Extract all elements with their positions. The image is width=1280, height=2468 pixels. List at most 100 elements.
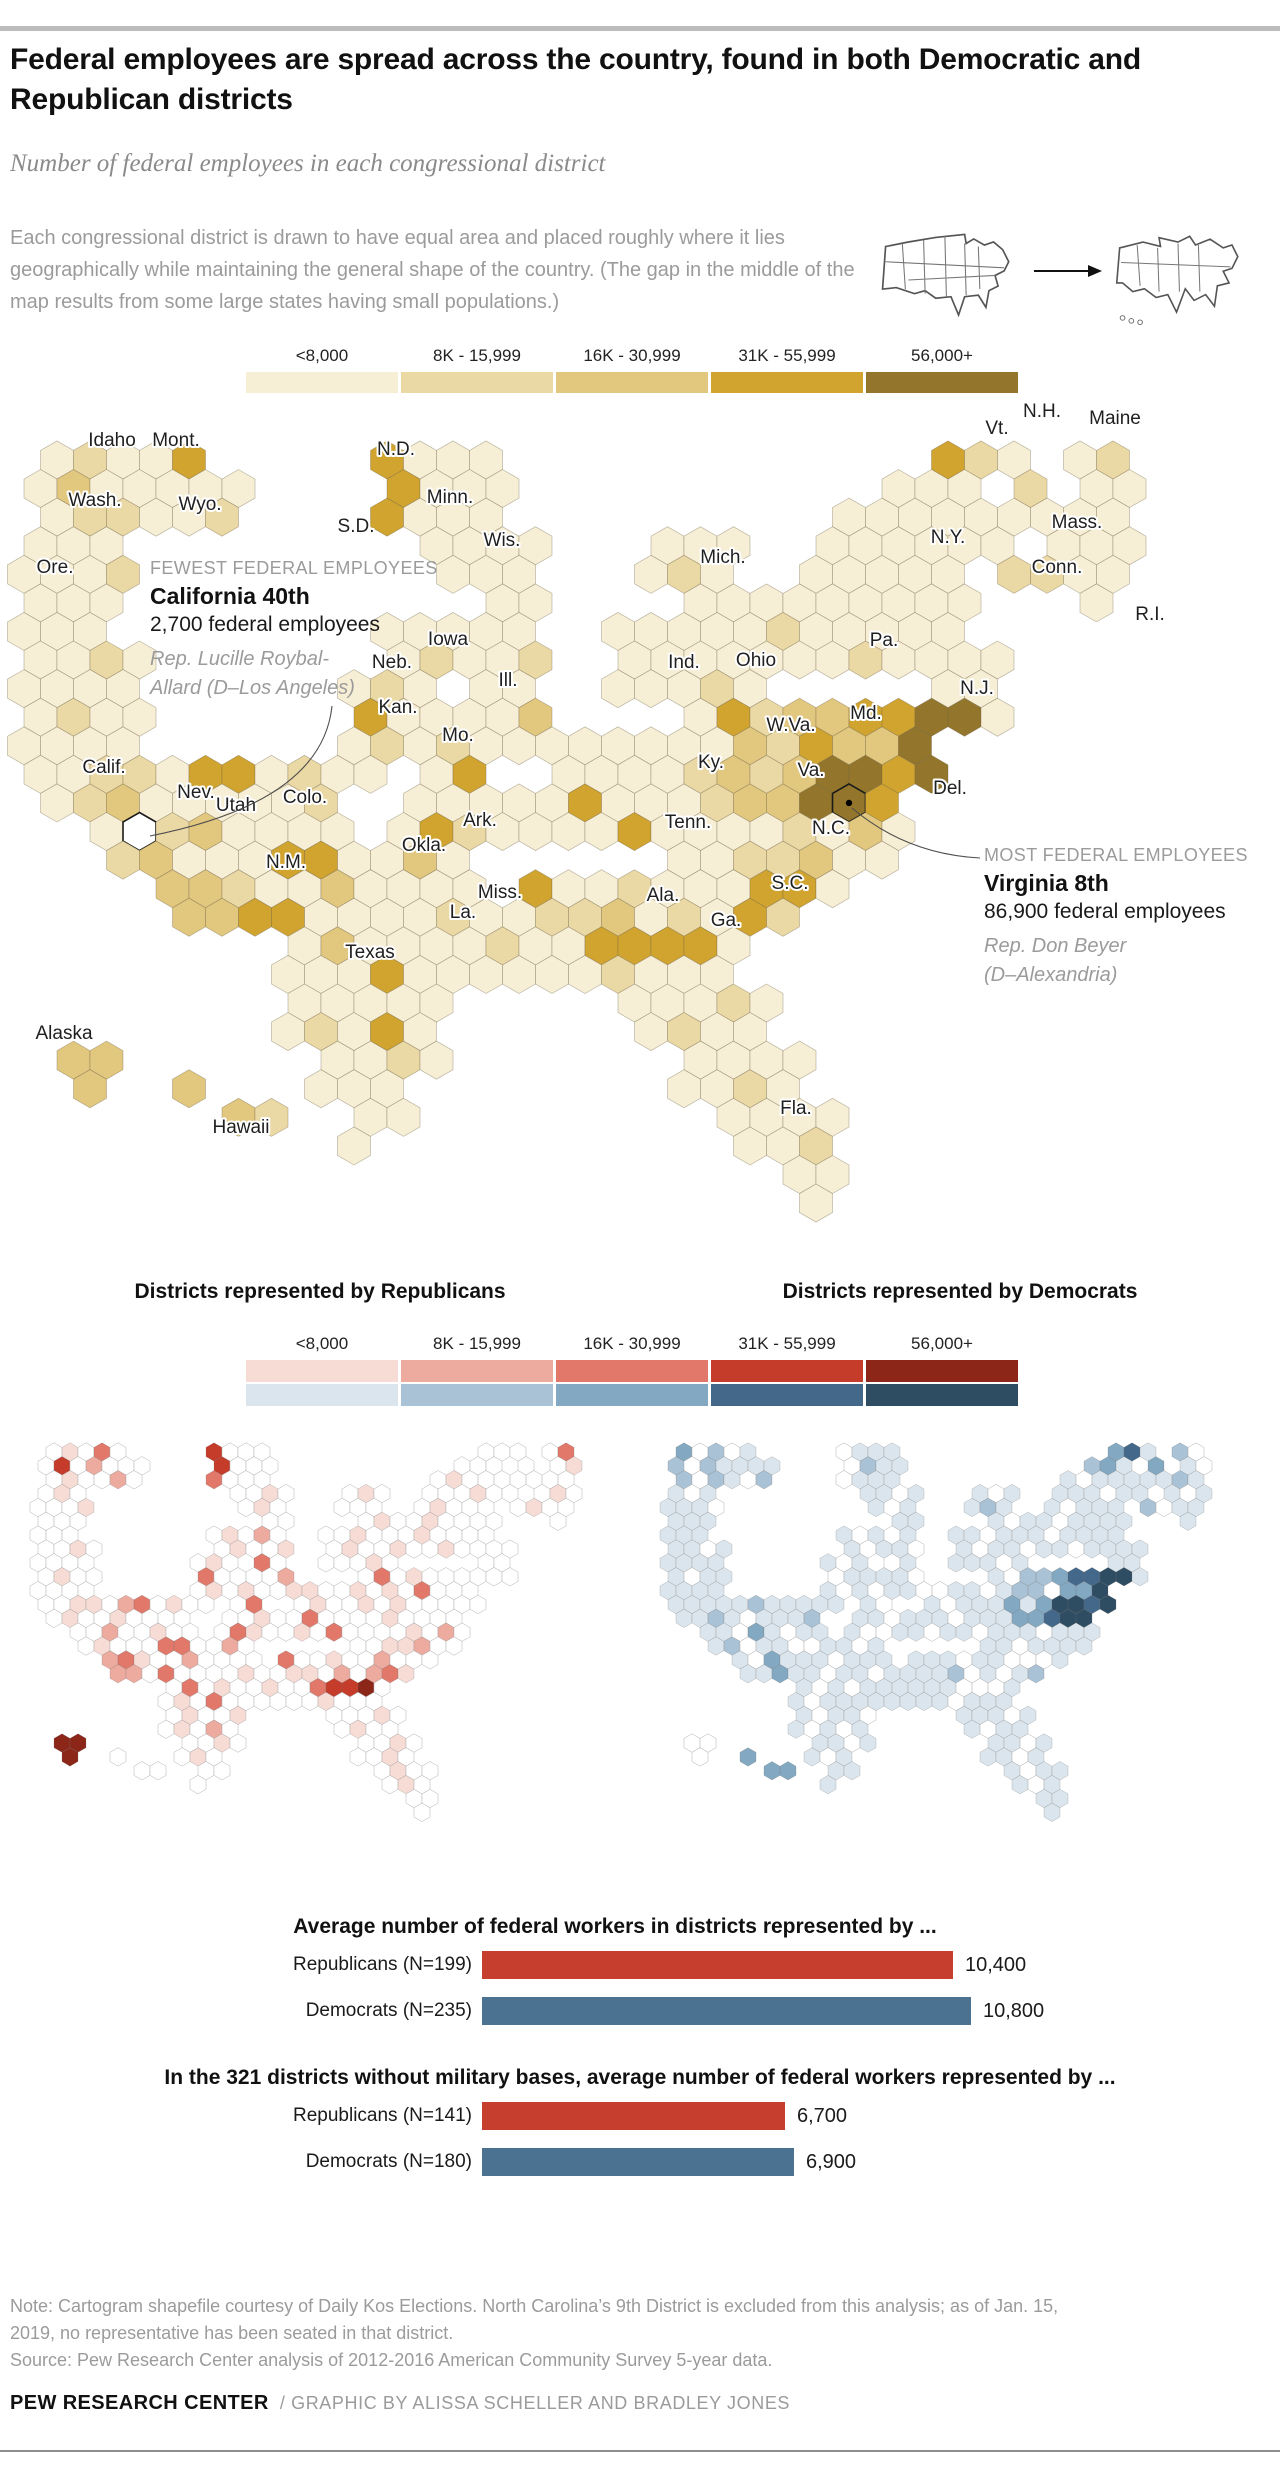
district-hex: [101, 1622, 119, 1642]
district-hex: [1019, 1594, 1037, 1614]
district-hex: [851, 1608, 869, 1628]
district-hex: [485, 1511, 503, 1531]
district-hex: [386, 469, 421, 509]
district-hex: [551, 754, 586, 794]
district-hex: [899, 1497, 917, 1517]
district-hex: [557, 1497, 575, 1517]
district-hex: [931, 1581, 949, 1601]
district-hex: [173, 1719, 191, 1739]
district-hex: [7, 726, 41, 766]
district-hex: [835, 1747, 853, 1767]
district-hex: [109, 1664, 127, 1684]
district-hex: [1179, 1511, 1197, 1531]
district-hex: [979, 1581, 997, 1601]
district-hex: [365, 1691, 383, 1711]
most-leader-line: [851, 807, 981, 859]
legend-swatch: [401, 372, 553, 393]
district-hex: [782, 1097, 817, 1137]
district-hex: [325, 1678, 343, 1698]
state-label: Calif.: [82, 757, 125, 778]
state-label: Ky.: [698, 752, 724, 773]
district-hex: [61, 1581, 79, 1601]
state-label: Wyo.: [178, 494, 221, 515]
district-hex: [45, 1442, 63, 1462]
district-hex: [987, 1484, 1005, 1504]
district-hex: [197, 1650, 215, 1670]
state-label: Maine: [1089, 408, 1141, 429]
district-hex: [634, 1012, 668, 1052]
district-hex: [795, 1705, 813, 1725]
district-hex: [320, 812, 355, 852]
district-hex: [1075, 1497, 1093, 1517]
district-hex: [1107, 1442, 1125, 1462]
district-hex: [181, 1622, 199, 1642]
bar-chart-2: Republicans (N=141) 6,700 Democrats (N=180…: [10, 2101, 1270, 2193]
state-label: N.M.: [266, 852, 306, 873]
district-hex: [389, 1650, 407, 1670]
state-label: Tenn.: [665, 812, 711, 833]
district-hex: [964, 669, 998, 709]
district-hex: [815, 697, 850, 737]
district-hex: [213, 1539, 231, 1559]
district-hex: [899, 1525, 917, 1545]
district-hex: [541, 1470, 559, 1490]
federal-employees-legend: <8,000 8K - 15,999 16K - 30,999 31K - 55,99…: [246, 346, 1021, 393]
district-hex: [320, 926, 355, 966]
bar-chart-1-title: Average number of federal workers in dis…: [293, 1915, 937, 1938]
district-hex: [835, 1581, 853, 1601]
district-hex: [485, 526, 520, 566]
state-label: Wis.: [484, 530, 521, 551]
district-hex: [269, 1525, 287, 1545]
district-hex: [436, 954, 470, 994]
legend-item: 31K - 55,999: [711, 1334, 863, 1408]
district-hex: [221, 1719, 239, 1739]
state-label: N.C.: [812, 818, 850, 839]
district-hex: [819, 1636, 837, 1656]
district-hex: [287, 754, 322, 794]
district-hex: [700, 669, 734, 709]
district-hex: [843, 1733, 861, 1753]
district-hex: [271, 783, 305, 823]
note-block: Note: Cartogram shapefile courtesy of Da…: [10, 2293, 1095, 2374]
district-hex: [269, 1691, 287, 1711]
district-hex: [907, 1539, 925, 1559]
district-hex: [445, 1470, 463, 1490]
district-hex: [386, 1097, 421, 1137]
district-hex: [237, 1497, 255, 1517]
district-hex: [293, 1650, 311, 1670]
district-hex: [287, 926, 322, 966]
state-label: Utah: [216, 795, 256, 816]
district-hex: [341, 1650, 359, 1670]
district-hex: [832, 554, 866, 594]
district-hex: [1079, 526, 1114, 566]
district-hex: [667, 726, 701, 766]
district-hex: [85, 1594, 103, 1614]
district-hex: [867, 1636, 885, 1656]
district-hex: [947, 1581, 965, 1601]
district-hex: [634, 554, 668, 594]
district-hex: [565, 1456, 583, 1476]
district-hex: [413, 1802, 431, 1822]
district-hex: [851, 1553, 869, 1573]
district-hex: [995, 1497, 1013, 1517]
district-hex: [73, 1069, 107, 1109]
district-hex: [749, 1097, 784, 1137]
district-hex: [370, 954, 404, 994]
district-hex: [271, 1012, 305, 1052]
district-hex: [851, 1636, 869, 1656]
district-hex: [229, 1456, 247, 1476]
district-hex: [253, 1691, 271, 1711]
district-hex: [502, 897, 536, 937]
district-hex: [907, 1650, 925, 1670]
district-hex: [205, 783, 239, 823]
district-hex: [469, 897, 503, 937]
legend-item: 31K - 55,999: [711, 346, 863, 393]
district-hex: [907, 1511, 925, 1531]
district-hex: [811, 1733, 829, 1753]
district-hex: [1112, 526, 1147, 566]
district-hex: [1051, 1594, 1069, 1614]
district-hex: [747, 1456, 765, 1476]
district-hex: [518, 583, 553, 623]
district-hex: [667, 897, 701, 937]
district-hex: [436, 783, 470, 823]
